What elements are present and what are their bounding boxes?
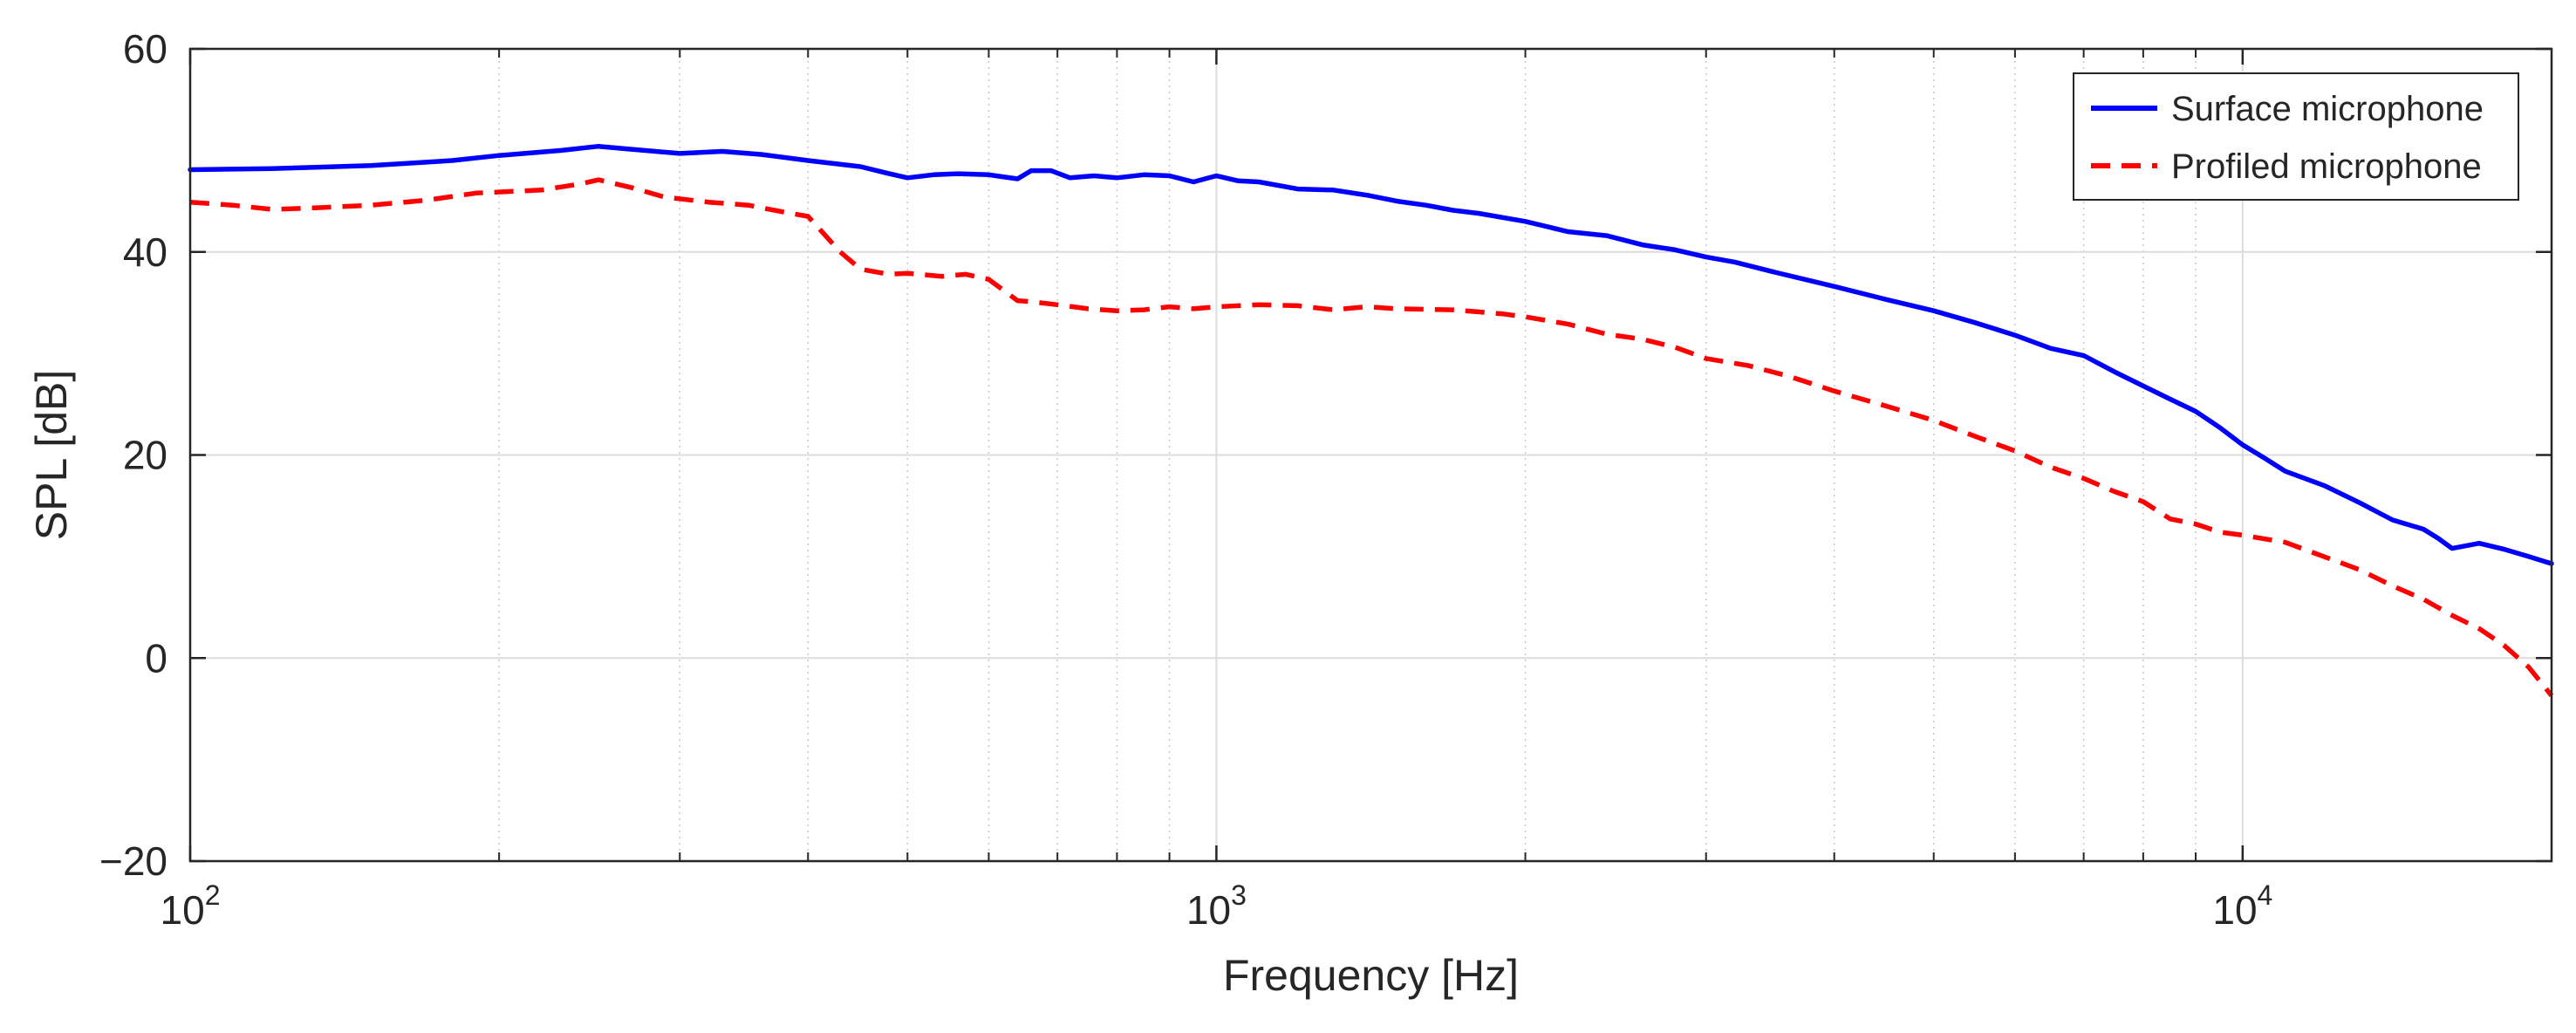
- legend: Surface microphone Profiled microphone: [2074, 73, 2518, 200]
- chart-container: 102 103 104 −20 0 20 40 60 Frequency [Hz] SPL […: [0, 0, 2576, 1029]
- y-axis-label: SPL [dB]: [27, 370, 76, 540]
- spl-frequency-chart: 102 103 104−200204060 Frequency [Hz] SPL […: [0, 0, 2576, 1029]
- y-tick-label: 0: [145, 635, 167, 681]
- y-tick-label: 40: [123, 229, 167, 275]
- x-axis-label: Frequency [Hz]: [1223, 951, 1519, 1000]
- y-tick-label: 60: [123, 26, 167, 72]
- y-tick-label: −20: [99, 838, 167, 884]
- legend-label-surface-microphone: Surface microphone: [2171, 90, 2484, 128]
- legend-label-profiled-microphone: Profiled microphone: [2171, 147, 2482, 186]
- y-tick-label: 20: [123, 433, 167, 478]
